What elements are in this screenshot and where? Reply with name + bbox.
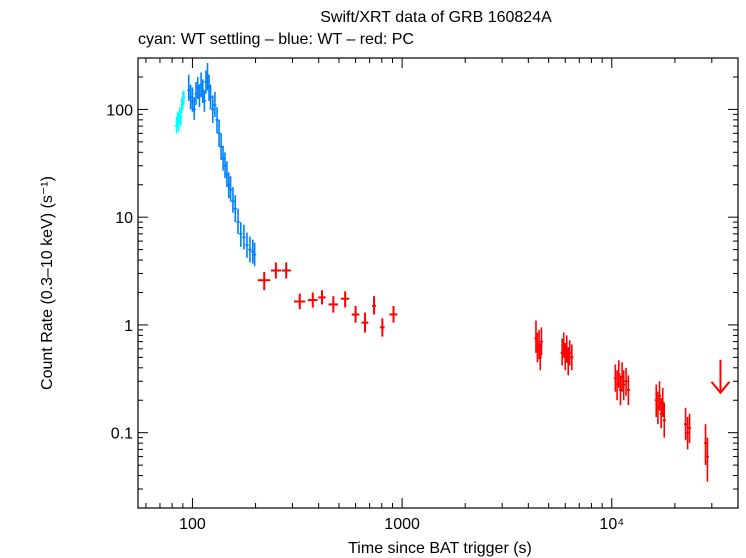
x-tick-label: 10⁴ (599, 516, 624, 533)
data-point (657, 381, 662, 411)
data-point (686, 416, 690, 450)
data-point (231, 187, 235, 213)
data-point (182, 90, 186, 105)
data-point (271, 262, 282, 279)
data-point (626, 375, 630, 406)
y-axis-label: Count Rate (0.3–10 keV) (s⁻¹) (39, 176, 56, 390)
data-point (539, 327, 544, 356)
data-point (187, 74, 191, 101)
series-pc (257, 262, 731, 482)
x-axis-label: Time since BAT trigger (s) (348, 540, 532, 557)
y-tick-label: 10 (115, 210, 133, 227)
data-point (318, 290, 326, 305)
data-point (245, 232, 249, 258)
data-point (223, 152, 227, 179)
data-point (211, 95, 215, 123)
y-tick-label: 100 (106, 102, 133, 119)
data-point (257, 271, 271, 291)
data-point (228, 176, 233, 202)
plot-frame (137, 57, 739, 509)
data-point (624, 367, 628, 396)
data-point (239, 222, 243, 247)
y-tick-label: 1 (124, 318, 133, 335)
series-wt-settling (174, 90, 186, 134)
data-point (570, 344, 574, 371)
axes: 100 1000 10⁴ 0.1 1 10 100 (106, 57, 739, 533)
data-point (233, 195, 237, 223)
data-point (179, 109, 183, 127)
data-point (617, 360, 621, 388)
data-point (293, 293, 306, 310)
data-point (351, 305, 360, 323)
data-point (248, 236, 252, 263)
data-point (236, 208, 240, 234)
data-point (221, 145, 225, 171)
data-point (372, 296, 376, 315)
chart-subtitle: cyan: WT settling – blue: WT – red: PC (138, 31, 414, 48)
series-wt (187, 62, 257, 267)
data-point (380, 318, 385, 337)
upper-limit-arrow (710, 359, 731, 395)
plot-area (174, 62, 731, 482)
data-point (328, 296, 339, 313)
data-point (202, 90, 206, 112)
data-point (307, 292, 318, 308)
data-point (684, 407, 688, 441)
data-point (208, 84, 213, 110)
data-point (622, 370, 626, 401)
data-point (281, 262, 291, 279)
data-point (192, 97, 196, 120)
data-point (253, 242, 257, 267)
y-tick-label: 0.1 (111, 426, 133, 443)
data-point (215, 107, 219, 134)
data-point (705, 437, 710, 482)
upper-limit-head (710, 381, 731, 395)
data-point (217, 119, 221, 147)
x-tick-label: 1000 (384, 516, 420, 533)
data-point (242, 224, 246, 250)
chart-title: Swift/XRT data of GRB 160824A (320, 9, 552, 26)
data-point (568, 340, 572, 366)
data-point (389, 305, 398, 323)
x-tick-label: 100 (179, 516, 206, 533)
data-point (538, 342, 542, 371)
data-point (361, 312, 369, 333)
data-point (213, 92, 217, 118)
data-point (219, 133, 223, 160)
data-point (687, 413, 692, 444)
data-point (340, 291, 350, 308)
data-point (662, 402, 666, 438)
data-point (703, 424, 708, 466)
